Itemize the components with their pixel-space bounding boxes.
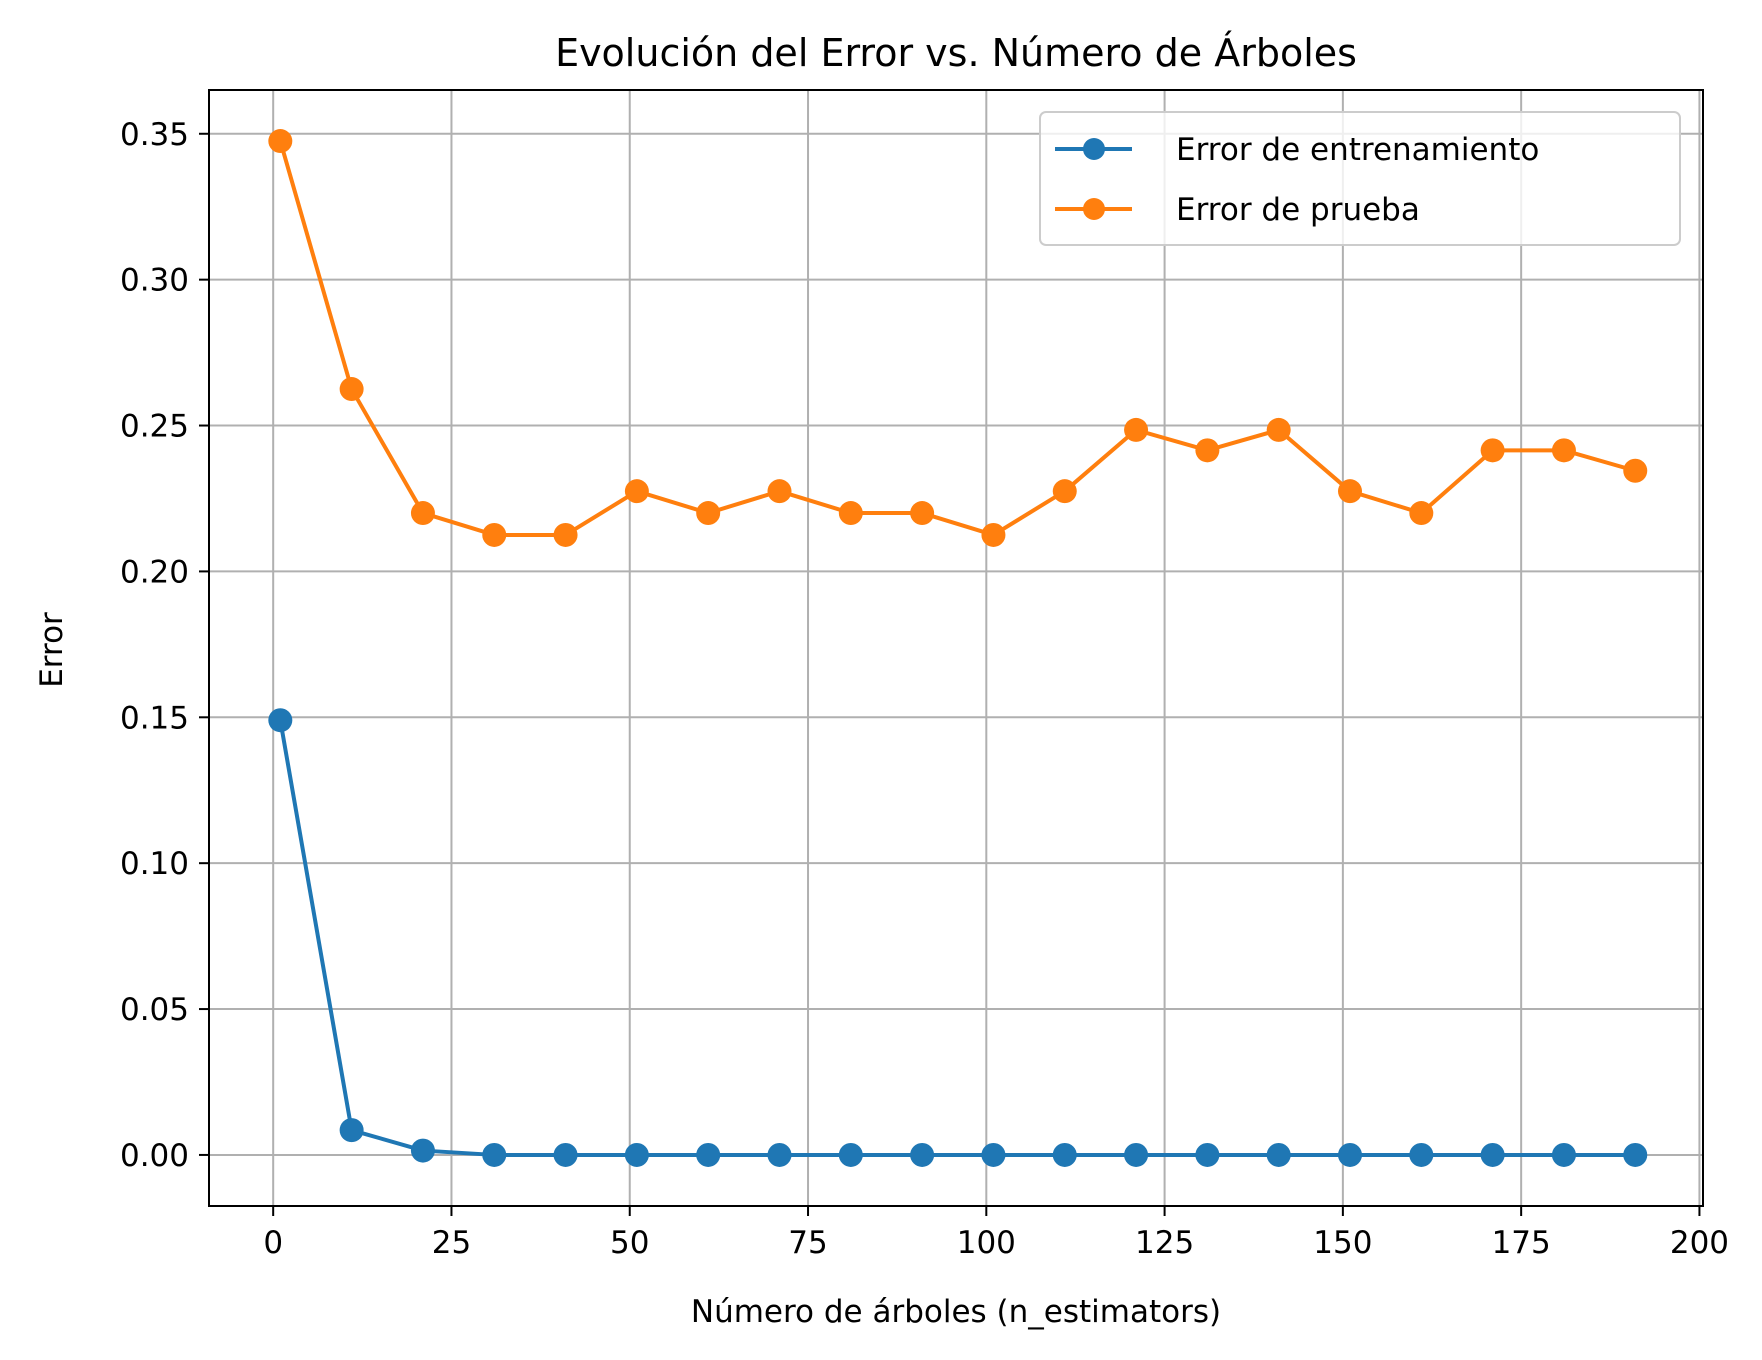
data-point	[1623, 458, 1648, 483]
data-point	[339, 377, 364, 402]
axis-ticks: 0 25 50 75 100 125 150 175 200 0.00 0.05 0.10 0.15 0.…	[120, 117, 1729, 1261]
data-point	[981, 522, 1006, 547]
x-tick-label: 200	[1670, 1225, 1729, 1261]
y-tick-label: 0.20	[120, 554, 189, 590]
x-tick-label: 175	[1492, 1225, 1551, 1261]
data-point	[1551, 438, 1576, 463]
data-point	[1480, 1142, 1505, 1167]
data-point	[268, 708, 293, 733]
data-point	[1266, 1142, 1291, 1167]
data-point	[1551, 1142, 1576, 1167]
x-tick-label: 100	[957, 1225, 1016, 1261]
data-point	[624, 479, 649, 504]
data-point	[410, 1138, 435, 1163]
data-point	[1409, 501, 1434, 526]
legend-marker-training	[1083, 138, 1105, 160]
data-point	[1338, 479, 1363, 504]
x-axis-label: Número de árboles (n_estimators)	[691, 1294, 1221, 1330]
data-point	[910, 501, 935, 526]
data-point	[1124, 1142, 1149, 1167]
x-tick-label: 125	[1135, 1225, 1194, 1261]
data-point	[339, 1118, 364, 1143]
data-point	[624, 1142, 649, 1167]
legend-box	[1039, 111, 1681, 246]
data-point	[767, 479, 792, 504]
data-point	[1052, 479, 1077, 504]
data-point	[1195, 1142, 1220, 1167]
series-1	[268, 129, 1648, 547]
data-point	[1052, 1142, 1077, 1167]
y-tick-label: 0.35	[120, 117, 189, 153]
legend: Error de entrenamiento Error de prueba	[1039, 111, 1681, 246]
chart-title: Evolución del Error vs. Número de Árbole…	[555, 31, 1357, 75]
data-point	[553, 1142, 578, 1167]
x-tick-label: 75	[788, 1225, 827, 1261]
y-axis-label: Error	[34, 612, 70, 688]
data-point	[838, 1142, 863, 1167]
data-point	[910, 1142, 935, 1167]
y-tick-label: 0.10	[120, 846, 189, 882]
x-tick-label: 0	[263, 1225, 283, 1261]
y-tick-label: 0.00	[120, 1138, 189, 1174]
series-0	[268, 708, 1648, 1167]
data-point	[1266, 417, 1291, 442]
data-point	[767, 1142, 792, 1167]
data-point	[1338, 1142, 1363, 1167]
data-point	[482, 1142, 507, 1167]
series-area	[268, 129, 1648, 1167]
data-point	[1623, 1142, 1648, 1167]
data-point	[696, 1142, 721, 1167]
legend-entry-training: Error de entrenamiento	[1055, 132, 1539, 168]
data-point	[482, 522, 507, 547]
data-point	[268, 129, 293, 154]
legend-marker-test	[1083, 198, 1105, 220]
data-point	[1124, 417, 1149, 442]
plot-frame	[208, 89, 1704, 1207]
legend-label-training: Error de entrenamiento	[1176, 132, 1539, 168]
x-tick-label: 150	[1313, 1225, 1372, 1261]
legend-label-test: Error de prueba	[1176, 192, 1420, 228]
y-tick-label: 0.25	[120, 409, 189, 445]
data-point	[696, 501, 721, 526]
x-tick-label: 25	[432, 1225, 471, 1261]
y-tick-label: 0.15	[120, 700, 189, 736]
data-point	[410, 501, 435, 526]
legend-entry-test: Error de prueba	[1055, 192, 1420, 228]
x-tick-label: 50	[610, 1225, 649, 1261]
y-tick-label: 0.05	[120, 992, 189, 1028]
data-point	[1480, 438, 1505, 463]
y-tick-label: 0.30	[120, 263, 189, 299]
data-point	[838, 501, 863, 526]
data-point	[981, 1142, 1006, 1167]
data-point	[553, 522, 578, 547]
data-point	[1195, 438, 1220, 463]
data-point	[1409, 1142, 1434, 1167]
